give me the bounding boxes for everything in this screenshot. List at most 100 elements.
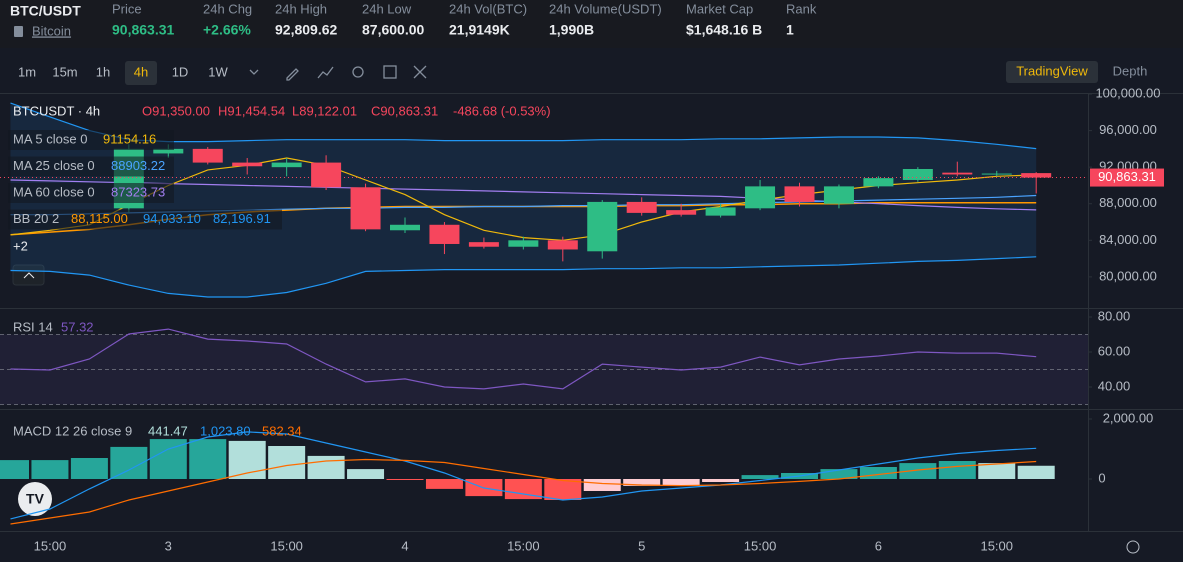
legend-bg — [8, 156, 174, 177]
legend-ohlc: C90,863.31 — [371, 103, 438, 118]
candle-body — [626, 201, 657, 213]
rsi-legend-value: 57.32 — [61, 319, 94, 334]
stat-label: 24h Low — [362, 1, 412, 16]
y-tick-label: 100,000.00 — [1095, 85, 1160, 100]
y-tick-label: 80,000.00 — [1099, 268, 1157, 283]
x-tick-label: 4 — [401, 538, 408, 553]
macd-histogram-bar — [978, 463, 1016, 479]
candle-body — [271, 162, 302, 168]
legend-ohlc: L89,122.01 — [292, 103, 357, 118]
interval-button[interactable]: 15m — [52, 64, 77, 79]
interval-button[interactable]: 1h — [96, 64, 110, 79]
candle-body — [863, 178, 894, 187]
legend-more[interactable]: +2 — [13, 238, 28, 253]
last-price-label: 90,863.31 — [1098, 169, 1156, 184]
settings-icon[interactable] — [1126, 540, 1140, 554]
macd-histogram-bar — [623, 479, 661, 486]
legend-indicator-name: MA 25 close 0 — [13, 158, 95, 173]
coin-link[interactable]: Bitcoin — [32, 23, 71, 38]
candle-body — [981, 173, 1012, 175]
view-button[interactable]: Depth — [1113, 63, 1148, 78]
legend-ohlc: -486.68 (-0.53%) — [453, 103, 551, 118]
macd-histogram-bar — [662, 479, 700, 485]
candle-body — [311, 162, 342, 188]
legend-indicator-value: 82,196.91 — [213, 211, 271, 226]
macd-macd-line — [10, 431, 1037, 520]
header-bar — [0, 0, 1183, 48]
macd-histogram-bar — [741, 475, 779, 479]
interval-button[interactable]: 1W — [208, 64, 228, 79]
candle-body — [153, 148, 184, 154]
candle-body — [192, 148, 223, 163]
x-tick-label: 3 — [165, 538, 172, 553]
candle-body — [666, 210, 697, 215]
y-tick-label: 0 — [1098, 470, 1105, 485]
x-tick-label: 15:00 — [34, 538, 67, 553]
macd-histogram-bar — [70, 458, 108, 479]
stat-label: 24h Chg — [203, 1, 252, 16]
stat-value: 92,809.62 — [275, 22, 337, 38]
candle-body — [232, 162, 263, 167]
candle-body — [823, 186, 854, 204]
y-tick-label: 2,000.00 — [1103, 410, 1154, 425]
stat-value: 21,9149K — [449, 22, 510, 38]
interval-button[interactable]: 4h — [134, 64, 148, 79]
candle-body — [784, 186, 815, 202]
stat-value: 1,990B — [549, 22, 594, 38]
macd-histogram-bar — [1017, 465, 1055, 479]
macd-histogram-bar — [386, 479, 424, 480]
stat-value: 90,863.31 — [112, 22, 174, 38]
macd-histogram-bar — [189, 439, 227, 479]
legend-bg — [8, 183, 174, 203]
y-tick-label: 88,000.00 — [1099, 195, 1157, 210]
collapse-button[interactable] — [12, 264, 45, 286]
candle-body — [902, 168, 933, 180]
legend-indicator-value: 88903.22 — [111, 158, 165, 173]
y-tick-label: 60.00 — [1098, 343, 1131, 358]
macd-legend-value: 441.47 — [148, 423, 188, 438]
candle-body — [942, 172, 973, 175]
macd-histogram-bar — [544, 479, 582, 500]
candle-body — [429, 224, 460, 244]
legend-symbol: BTCUSDT · 4h — [13, 103, 100, 118]
pair: BTC/USDT — [10, 3, 81, 19]
legend-indicator-name: BB 20 2 — [13, 211, 59, 226]
candle-body — [390, 224, 420, 231]
macd-signal-line — [10, 458, 1037, 525]
candle-body — [745, 186, 776, 209]
legend-indicator-name: MA 60 close 0 — [13, 184, 95, 199]
legend-indicator-value: 88,115.00 — [71, 211, 128, 226]
last-price-tag — [1090, 168, 1164, 187]
legend-bg — [8, 130, 174, 150]
tool-icons[interactable] — [249, 65, 427, 81]
indicator-line — [10, 102, 1037, 150]
macd-histogram-bar — [307, 455, 345, 479]
x-tick-label: 6 — [875, 538, 882, 553]
x-tick-label: 15:00 — [744, 538, 777, 553]
macd-legend-name: MACD 12 26 close 9 — [13, 423, 132, 438]
legend-indicator-value: 94,033.10 — [143, 211, 201, 226]
interval-button[interactable]: 1m — [18, 64, 36, 79]
coin-icon — [14, 26, 23, 37]
view-button[interactable]: TradingView — [1016, 63, 1088, 78]
toolbar — [0, 48, 1183, 94]
macd-histogram-bar — [31, 460, 69, 479]
stat-value: $1,648.16 B — [686, 22, 762, 38]
view-active-bg — [1006, 61, 1098, 83]
interval-active-bg — [125, 61, 157, 85]
indicator-line — [10, 256, 1037, 298]
candle-body — [350, 187, 381, 230]
y-tick-label: 80.00 — [1098, 308, 1131, 323]
macd-histogram-bar — [268, 446, 306, 479]
svg-text:TV: TV — [26, 491, 45, 507]
legend-ohlc: O91,350.00 — [142, 103, 210, 118]
indicator-line — [10, 179, 1037, 211]
rsi-line — [10, 328, 1037, 390]
interval-button[interactable]: 1D — [172, 64, 189, 79]
y-tick-label: 84,000.00 — [1099, 232, 1157, 247]
macd-histogram-bar — [425, 479, 463, 489]
stat-value: 1 — [786, 22, 794, 38]
x-tick-label: 15:00 — [270, 538, 303, 553]
legend-indicator-value: 87323.73 — [111, 184, 165, 199]
legend-bg — [8, 209, 282, 230]
